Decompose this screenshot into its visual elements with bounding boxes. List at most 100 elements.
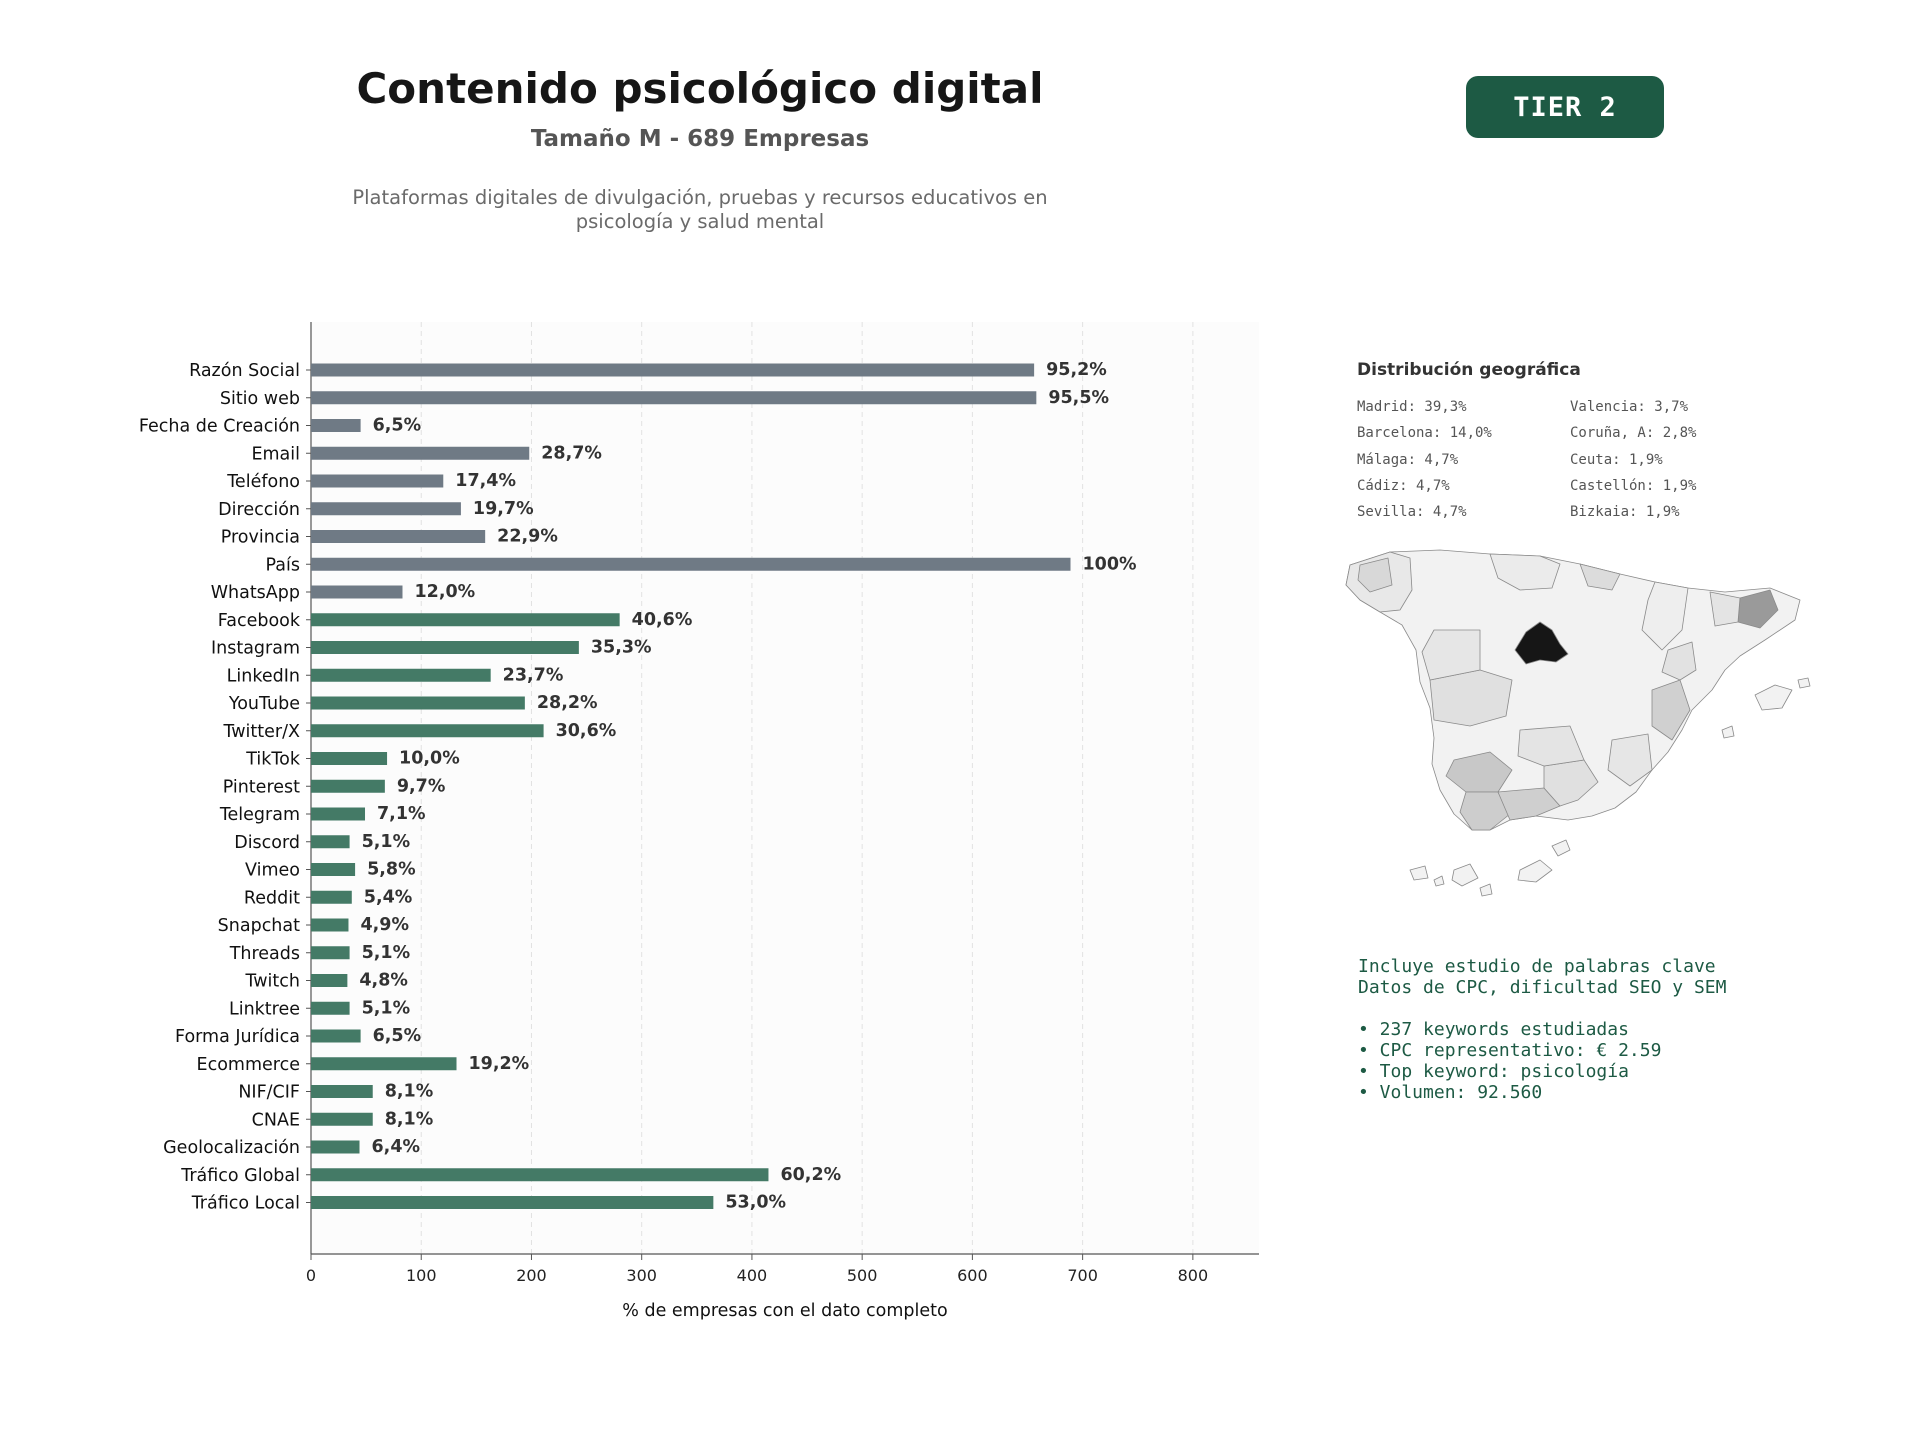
map-province-castilla <box>1429 669 1513 727</box>
bar <box>311 419 361 432</box>
category-label: TikTok <box>245 750 301 770</box>
bar <box>311 835 350 849</box>
category-label: NIF/CIF <box>238 1083 300 1103</box>
data-label: 6,5% <box>373 416 422 436</box>
map-province-murcia <box>1607 733 1653 787</box>
keywords-spacer <box>1358 998 1726 1019</box>
bar <box>311 363 1035 377</box>
data-label: 17,4% <box>455 471 516 491</box>
map-province-castellon <box>1661 641 1697 681</box>
data-label: 8,1% <box>385 1109 434 1129</box>
tier-badge: TIER 2 <box>1466 76 1664 138</box>
bar <box>311 752 388 765</box>
bar-chart: 0 100 200 300 400 500 600 700 800 Razón Social 95,… <box>139 322 1259 1321</box>
category-label: Email <box>251 444 300 464</box>
category-label: Instagram <box>211 639 300 659</box>
bar <box>311 807 366 821</box>
map-province-bizkaia <box>1579 563 1621 591</box>
bar <box>311 696 525 710</box>
bar <box>311 918 349 932</box>
data-label: 30,6% <box>556 721 617 741</box>
data-label: 12,0% <box>414 582 475 602</box>
geo-distribution-title: Distribución geográfica <box>1357 360 1581 380</box>
bar <box>311 557 1071 571</box>
category-label: Fecha de Creación <box>139 417 300 437</box>
data-label: 95,2% <box>1046 360 1107 380</box>
geo-entry: Bizkaia: 1,9% <box>1570 504 1680 521</box>
x-tick-label: 200 <box>516 1266 547 1285</box>
bar <box>311 724 544 738</box>
category-label: Forma Jurídica <box>175 1027 300 1047</box>
map-baleares <box>1754 677 1811 711</box>
data-label: 53,0% <box>725 1193 786 1213</box>
geo-entry: Coruña, A: 2,8% <box>1570 425 1697 442</box>
keywords-item-cpc: • CPC representativo: € 2.59 <box>1358 1040 1662 1061</box>
map-canarias <box>1409 839 1571 897</box>
x-tick-label: 100 <box>406 1266 437 1285</box>
data-label: 28,2% <box>537 693 598 713</box>
data-label: 10,0% <box>399 749 460 769</box>
bar <box>311 668 491 682</box>
category-label: País <box>266 555 300 575</box>
bar <box>311 585 403 599</box>
data-label: 5,1% <box>362 998 411 1018</box>
chart-title: Contenido psicológico digital <box>356 64 1044 113</box>
bar <box>311 391 1037 405</box>
data-label: 23,7% <box>503 665 564 685</box>
x-axis-label: % de empresas con el dato completo <box>622 1301 947 1321</box>
map-province-coruna <box>1357 557 1393 593</box>
bar <box>311 446 530 460</box>
category-label: Twitter/X <box>222 722 300 742</box>
geo-entry: Valencia: 3,7% <box>1570 399 1689 415</box>
category-label: Telegram <box>219 805 300 825</box>
bar <box>311 974 348 987</box>
map-province-madrid <box>1514 621 1569 665</box>
bar <box>311 474 444 488</box>
x-tick-label: 300 <box>626 1266 657 1285</box>
geo-list-right: Valencia: 3,7% Coruña, A: 2,8% Ceuta: 1,9%… <box>1570 397 1696 528</box>
map-province-valencia <box>1651 679 1691 741</box>
data-label: 19,2% <box>469 1054 530 1074</box>
data-label: 7,1% <box>377 804 426 824</box>
category-label: WhatsApp <box>211 583 300 603</box>
bar <box>311 1057 457 1071</box>
geo-entry: Madrid: 39,3% <box>1357 399 1467 415</box>
keywords-item-top: • Top keyword: psicología <box>1358 1061 1629 1082</box>
bar <box>311 1085 373 1098</box>
category-label: Facebook <box>218 611 301 631</box>
keywords-panel: Incluye estudio de palabras clave Datos … <box>1358 956 1726 1103</box>
data-label: 4,9% <box>360 915 409 935</box>
keywords-item-volume: • Volumen: 92.560 <box>1358 1082 1543 1103</box>
data-label: 5,1% <box>362 943 411 963</box>
geo-entry: Ceuta: 1,9% <box>1570 451 1663 468</box>
category-label: YouTube <box>228 694 300 714</box>
bar <box>311 1112 373 1126</box>
category-label: LinkedIn <box>227 666 300 686</box>
data-label: 19,7% <box>473 499 534 519</box>
bar <box>311 613 620 627</box>
description-line-1: Plataformas digitales de divulgación, pr… <box>352 186 1048 209</box>
category-label: Snapchat <box>218 916 300 936</box>
geo-entry: Castellón: 1,9% <box>1570 477 1697 494</box>
data-label: 5,8% <box>367 860 416 880</box>
map-ibiza <box>1721 725 1735 739</box>
category-label: Sitio web <box>220 389 300 409</box>
keywords-line-2: Datos de CPC, dificultad SEO y SEM <box>1358 977 1727 998</box>
geo-list-left: Madrid: 39,3% Barcelona: 14,0% Málaga: 4,7… <box>1357 397 1492 528</box>
category-label: Twitch <box>244 972 300 992</box>
category-label: Provincia <box>221 528 300 548</box>
map-province-malaga <box>1497 787 1561 821</box>
map-province-aragon <box>1641 581 1689 651</box>
bar <box>311 946 350 960</box>
bar <box>311 1168 769 1182</box>
x-tick-label: 500 <box>847 1266 878 1285</box>
category-label: Tráfico Global <box>180 1166 300 1186</box>
data-label: 60,2% <box>780 1165 841 1185</box>
description-line-2: psicología y salud mental <box>575 210 825 233</box>
chart-subtitle: Tamaño M - 689 Empresas <box>530 126 870 152</box>
data-label: 6,4% <box>372 1137 421 1157</box>
data-label: 28,7% <box>541 443 602 463</box>
bar <box>311 530 486 543</box>
x-tick-label: 700 <box>1067 1266 1098 1285</box>
category-label: Pinterest <box>223 777 300 797</box>
